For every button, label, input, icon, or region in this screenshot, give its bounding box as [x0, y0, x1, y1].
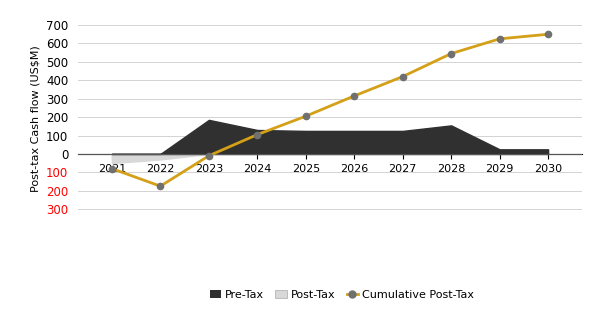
Y-axis label: Post-tax Cash flow (US$M): Post-tax Cash flow (US$M) [31, 46, 40, 192]
Legend: Pre-Tax, Post-Tax, Cumulative Post-Tax: Pre-Tax, Post-Tax, Cumulative Post-Tax [205, 285, 479, 304]
